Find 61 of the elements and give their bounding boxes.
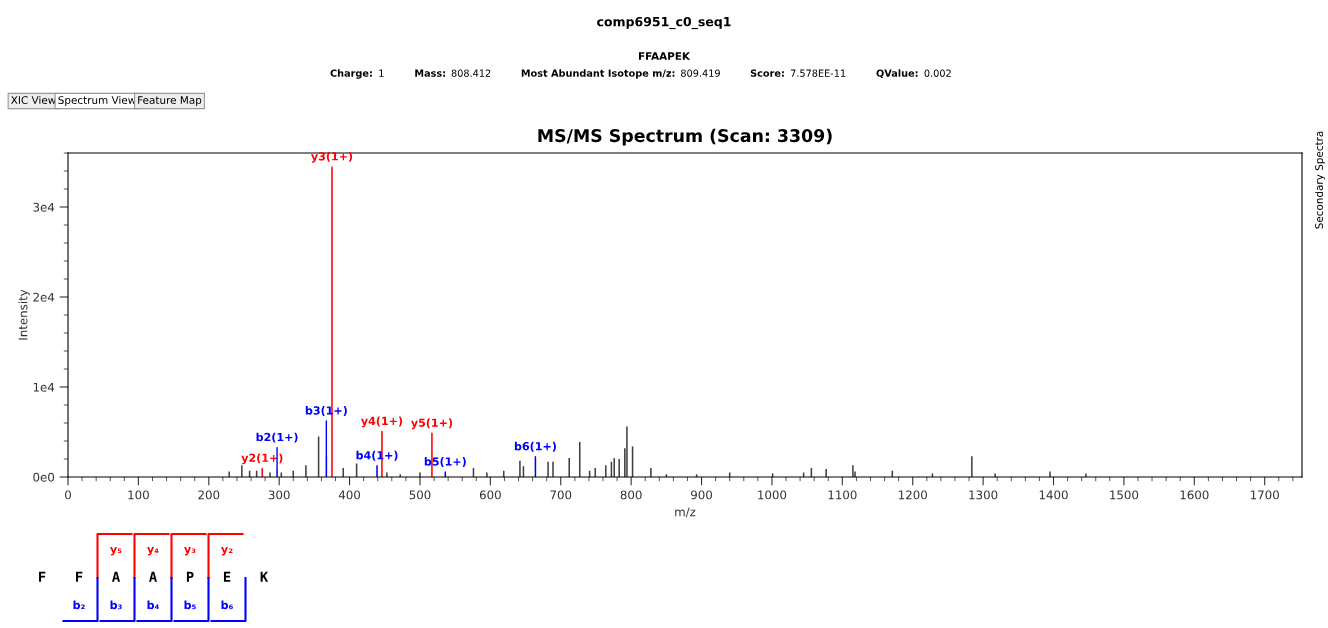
text: F: [39, 571, 46, 582]
x-tick-label: 800: [620, 490, 642, 500]
y-tick-label: 0e0: [33, 472, 55, 482]
x-tick-label: 1400: [1039, 490, 1068, 500]
y-axis-title: Intensity: [18, 289, 30, 340]
annotation: y4(1+): [361, 416, 403, 428]
x-tick-label: 0: [65, 490, 71, 500]
y-tick-label: 3e4: [33, 202, 55, 212]
text: A: [149, 571, 157, 582]
annotation: b6(1+): [514, 441, 556, 452]
text: y₄: [147, 546, 159, 556]
text: 808.412: [451, 69, 491, 77]
text: K: [260, 571, 269, 582]
text: F: [76, 571, 83, 582]
text: y₃: [184, 546, 196, 556]
text: 7.578EE-11: [790, 69, 846, 77]
annotation: y3(1+): [311, 151, 353, 163]
text: Secondary Spectra: [1314, 131, 1326, 229]
x-tick-label: 700: [550, 490, 572, 500]
text: A: [112, 571, 120, 582]
x-tick-label: 1600: [1180, 490, 1209, 500]
text: E: [223, 571, 231, 582]
y-tick-label: 2e4: [33, 292, 55, 302]
x-tick-label: 200: [198, 490, 220, 500]
x-tick-label: 900: [691, 490, 713, 500]
x-tick-label: 1700: [1250, 490, 1279, 500]
text: Most Abundant Isotope m/z:: [521, 69, 675, 79]
text: b₆: [221, 600, 233, 610]
annotation: b2(1+): [256, 432, 298, 443]
x-axis-title: m/z: [675, 507, 696, 518]
text: Charge:: [330, 69, 372, 79]
text: b₄: [147, 600, 159, 610]
x-tick-label: 100: [128, 490, 149, 500]
x-tick-label: 1300: [969, 490, 998, 500]
text: Feature Map: [138, 96, 202, 107]
text: 809.419: [681, 69, 720, 77]
text: y₅: [110, 546, 122, 556]
text: Mass:: [415, 69, 445, 77]
x-tick-label: 600: [479, 490, 501, 500]
chart-title: MS/MS Spectrum (Scan: 3309): [538, 128, 832, 146]
text: QValue:: [876, 69, 918, 79]
text: FFAAPEK: [638, 52, 691, 60]
y-tick-label: 1e4: [33, 382, 55, 392]
text: b₃: [110, 600, 122, 610]
annotation: y5(1+): [410, 418, 453, 430]
x-tick-label: 400: [338, 490, 361, 500]
x-tick-label: 1500: [1110, 490, 1139, 500]
x-tick-label: 1000: [758, 490, 787, 500]
text: 0.002: [924, 69, 951, 77]
text: Score:: [750, 69, 784, 77]
x-tick-label: 300: [268, 490, 290, 500]
text: b₅: [184, 600, 196, 610]
text: y₂: [221, 546, 233, 556]
text: comp6951_c0_seq1: [597, 16, 731, 30]
x-tick-label: 1200: [899, 490, 927, 500]
text: XIC View: [11, 95, 56, 105]
x-tick-label: 500: [409, 490, 431, 500]
x-tick-label: 1100: [828, 490, 857, 500]
text: 1: [379, 69, 384, 77]
text: P: [186, 571, 194, 582]
text: b₂: [73, 600, 85, 610]
